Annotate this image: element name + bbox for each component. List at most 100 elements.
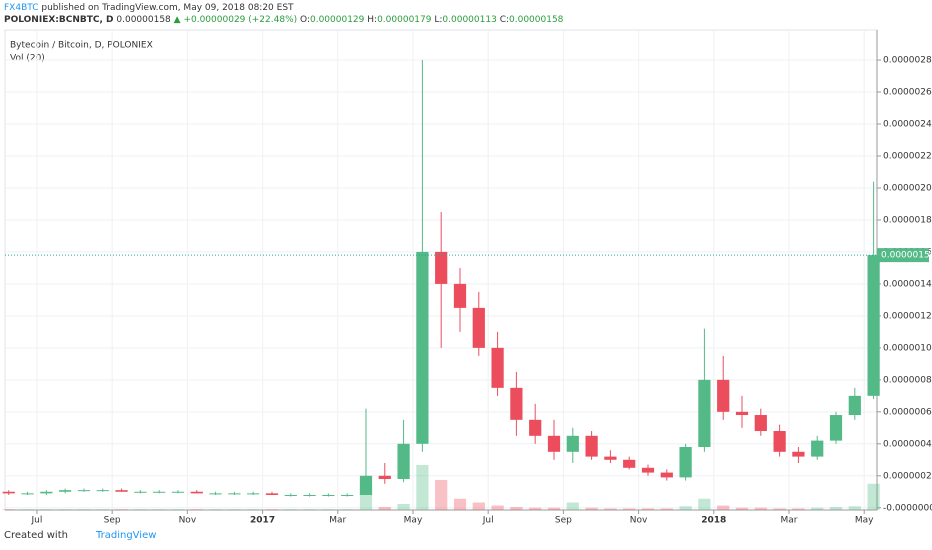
y-tick-label: 0.00000060: [883, 407, 932, 417]
volume-bar: [115, 509, 128, 510]
volume-bar: [698, 498, 711, 510]
created: Created with: [4, 530, 68, 541]
volume-bar: [510, 507, 523, 510]
candle-body: [190, 491, 203, 494]
candle-body: [867, 255, 880, 396]
candle-body: [359, 475, 373, 495]
l-label: L:: [434, 15, 443, 25]
candle-body: [679, 447, 692, 478]
y-tick-label: 0.00000260: [883, 88, 932, 98]
candle-body: [585, 435, 598, 457]
c: 0.00000158: [509, 15, 564, 25]
candle-body: [754, 415, 767, 432]
candle-body: [698, 379, 711, 448]
candle-body: [604, 456, 617, 460]
price: 0.00000158: [116, 15, 171, 25]
volume-bar: [623, 508, 636, 510]
candle-body: [566, 435, 579, 452]
volume-bar: [717, 505, 730, 510]
candle-body: [115, 490, 128, 492]
x-tick-label: 2018: [701, 516, 726, 526]
chart: Bytecoin / Bitcoin, D, POLONIEX Vol (20)…: [2, 29, 932, 526]
candle-body: [848, 395, 861, 416]
volume-bar: [77, 509, 91, 510]
x-tick-label: Mar: [781, 516, 798, 526]
c-label: C:: [499, 15, 510, 25]
volume-bar: [792, 508, 805, 510]
candle-body: [96, 490, 109, 492]
volume-bar: [284, 509, 297, 510]
candle-body: [829, 415, 843, 441]
candle-body: [228, 493, 241, 495]
volume-bar: [660, 508, 673, 510]
candle-body: [811, 440, 824, 457]
volume-bar: [811, 507, 824, 510]
candle-body: [40, 491, 53, 494]
volume-bar: [96, 509, 109, 510]
y-tick-label: 0.00000100: [883, 343, 932, 353]
y-tick-label: 0.00000240: [883, 120, 932, 130]
candle-body: [397, 443, 410, 479]
y-tick-label: 0.00000220: [883, 151, 932, 161]
volume-bar: [171, 509, 185, 510]
candle-body: [209, 493, 222, 495]
footer: Created with TradingView: [4, 530, 156, 541]
candle-body: [491, 347, 504, 388]
o: 0.00000129: [309, 15, 365, 25]
h-label: H:: [367, 15, 378, 25]
header: FX4BTC published on TradingView.com, May…: [4, 2, 563, 26]
candle-body: [77, 490, 91, 492]
x-tick-label: Nov: [630, 516, 648, 526]
volume-bar: [585, 507, 598, 510]
volume-bar: [303, 509, 316, 510]
brand[interactable]: TradingView: [95, 530, 157, 541]
volume-bar: [435, 480, 448, 510]
candle-body: [2, 491, 15, 494]
volume-bar: [491, 505, 504, 510]
candle-body: [472, 307, 485, 348]
x-tick-label: Nov: [179, 516, 197, 526]
candle-body: [510, 387, 523, 420]
x-tick-label: May: [855, 516, 874, 526]
candle-body: [641, 467, 655, 473]
o-label: O:: [300, 15, 310, 25]
volume-bar: [378, 507, 391, 510]
volume-bar: [547, 507, 561, 510]
candle-body: [153, 491, 166, 493]
volume-bar: [265, 509, 279, 510]
volume-bar: [566, 502, 579, 510]
volume-bar: [453, 498, 467, 510]
h: 0.00000179: [377, 15, 432, 25]
candle-body: [322, 494, 335, 496]
candle-body: [284, 494, 297, 496]
candle-body: [378, 475, 391, 479]
l: 0.00000113: [442, 15, 497, 25]
y-tick-label: 0.00000080: [883, 375, 932, 385]
candle-body: [792, 451, 805, 457]
candle-body: [134, 491, 147, 493]
volume-bar: [679, 506, 692, 510]
x-tick-label: Mar: [329, 516, 346, 526]
x-tick-label: 2017: [250, 516, 275, 526]
volume-bar: [190, 509, 203, 510]
candle-body: [341, 494, 354, 496]
candle-body: [265, 493, 279, 495]
volume-bar: [59, 509, 72, 510]
change: ▲ +0.00000029 (+22.48%): [173, 15, 298, 25]
candle-body: [660, 472, 673, 478]
y-tick-label: 0.00000020: [883, 471, 932, 481]
candle-body: [247, 493, 260, 495]
candle-body: [529, 419, 542, 436]
volume-bar: [867, 483, 880, 510]
volume-bar: [153, 509, 166, 510]
candle-body: [453, 283, 467, 308]
author[interactable]: FX4BTC: [4, 3, 39, 13]
volume-bar: [641, 508, 655, 510]
x-tick-label: Jul: [31, 516, 43, 526]
candle-body: [21, 493, 34, 495]
volume-bar: [21, 509, 34, 510]
candle-body: [416, 251, 429, 444]
candle-body: [547, 435, 561, 452]
candle-body: [303, 494, 316, 496]
x-tick-label: Sep: [104, 516, 121, 526]
